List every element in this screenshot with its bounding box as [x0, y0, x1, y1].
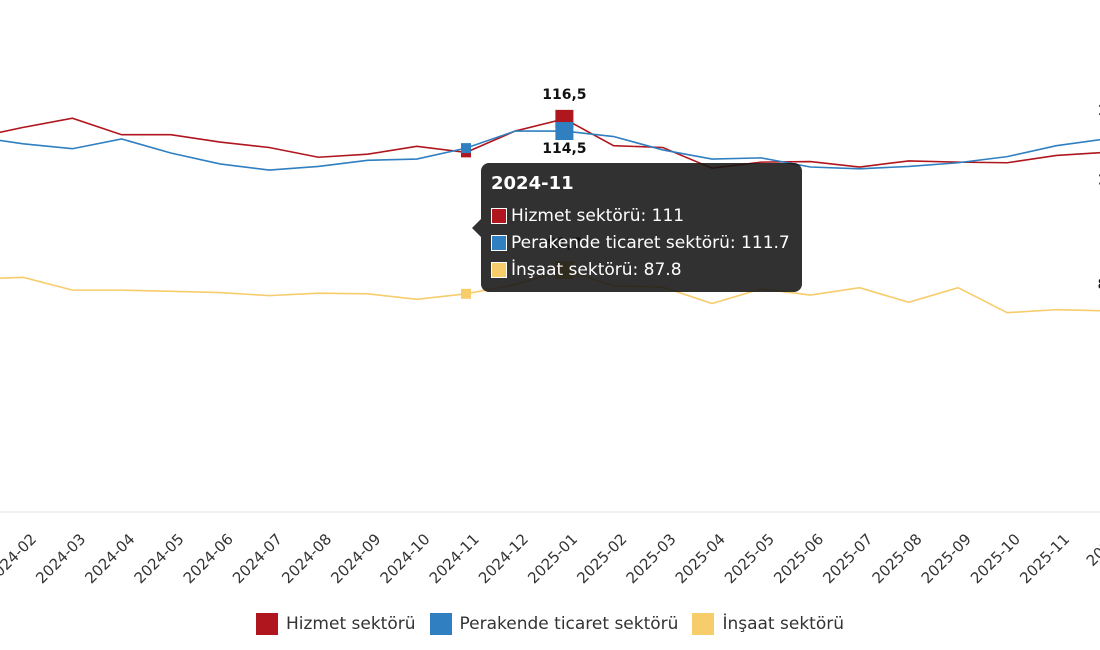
tooltip-row-hizmet: Hizmet sektörü: 111 — [491, 202, 792, 229]
data-label-insaat-2025-12: 8 — [1098, 277, 1100, 293]
chart-legend: Hizmet sektörü Perakende ticaret sektörü… — [0, 610, 1100, 638]
x-tick-label-2025-03: 2025-03 — [623, 530, 680, 587]
x-tick-label-2024-04: 2024-04 — [81, 530, 138, 587]
x-tick-label-2024-10: 2024-10 — [377, 530, 434, 587]
x-tick-label-2024-09: 2024-09 — [327, 530, 384, 587]
legend-label-perakende: Perakende ticaret sektörü — [459, 614, 679, 634]
point-marker-perakende-2024-11[interactable] — [461, 143, 471, 154]
x-tick-layer: 2024-022024-032024-042024-052024-062024-… — [0, 530, 1100, 587]
legend-item-perakende[interactable]: Perakende ticaret sektörü — [429, 613, 679, 635]
x-tick-label-2024-03: 2024-03 — [32, 530, 89, 587]
x-tick-label-2025-11: 2025-11 — [1016, 530, 1073, 587]
x-tick-label-2024-08: 2024-08 — [278, 530, 335, 587]
x-tick-label-2025: 2025 — [1083, 530, 1100, 570]
x-tick-label-2025-06: 2025-06 — [770, 530, 827, 587]
x-tick-label-2024-07: 2024-07 — [229, 530, 286, 587]
series-line-perakende[interactable] — [0, 130, 1100, 171]
x-tick-label-2024-06: 2024-06 — [180, 530, 237, 587]
x-tick-label-2025-07: 2025-07 — [819, 530, 876, 587]
legend-label-hizmet: Hizmet sektörü — [286, 614, 416, 634]
legend-swatch-perakende — [429, 613, 452, 635]
tooltip-title: 2024-11 — [491, 173, 574, 194]
x-tick-label-2024-05: 2024-05 — [131, 530, 188, 587]
data-label-perakende-2025-01: 114,5 — [542, 141, 586, 157]
x-tick-label-2025-09: 2025-09 — [918, 530, 975, 587]
hover-tooltip: 2024-11 Hizmet sektörü: 111 Perakende ti… — [472, 163, 802, 292]
x-tick-label-2025-04: 2025-04 — [672, 530, 729, 587]
tooltip-swatch-perakende — [491, 234, 507, 251]
x-tick-label-2025-01: 2025-01 — [524, 530, 581, 587]
legend-item-hizmet[interactable]: Hizmet sektörü — [256, 613, 416, 635]
legend-swatch-insaat — [692, 613, 715, 635]
x-tick-label-2025-08: 2025-08 — [869, 530, 926, 587]
tooltip-row-insaat: İnşaat sektörü: 87.8 — [491, 256, 792, 283]
legend-swatch-hizmet — [256, 613, 278, 635]
series-line-hizmet[interactable] — [0, 117, 1100, 170]
x-tick-label-2024-12: 2024-12 — [475, 530, 532, 587]
x-tick-label-2024-02: 2024-02 — [0, 530, 40, 587]
x-tick-label-2024-11: 2024-11 — [426, 530, 483, 587]
data-label-perakende-2025-12: 1 — [1098, 103, 1100, 119]
point-marker-insaat-2024-11[interactable] — [461, 288, 471, 299]
data-label-hizmet-2025-01: 116,5 — [542, 87, 586, 103]
point-marker-perakende-2025-01[interactable] — [555, 122, 574, 141]
tooltip-text-perakende: Perakende ticaret sektörü: 111.7 — [511, 232, 790, 253]
x-tick-label-2025-05: 2025-05 — [721, 530, 778, 587]
legend-item-insaat[interactable]: İnşaat sektörü — [692, 613, 844, 635]
x-tick-label-2025-10: 2025-10 — [967, 530, 1024, 587]
legend-label-insaat: İnşaat sektörü — [722, 614, 844, 634]
tooltip-row-perakende: Perakende ticaret sektörü: 111.7 — [491, 229, 792, 256]
x-tick-label-2025-02: 2025-02 — [573, 530, 630, 587]
data-label-hizmet-2025-12: 1 — [1098, 172, 1100, 188]
tooltip-swatch-insaat — [491, 261, 507, 278]
tooltip-text-insaat: İnşaat sektörü: 87.8 — [511, 259, 682, 280]
tooltip-text-hizmet: Hizmet sektörü: 111 — [511, 205, 685, 226]
tooltip-swatch-hizmet — [491, 207, 507, 224]
